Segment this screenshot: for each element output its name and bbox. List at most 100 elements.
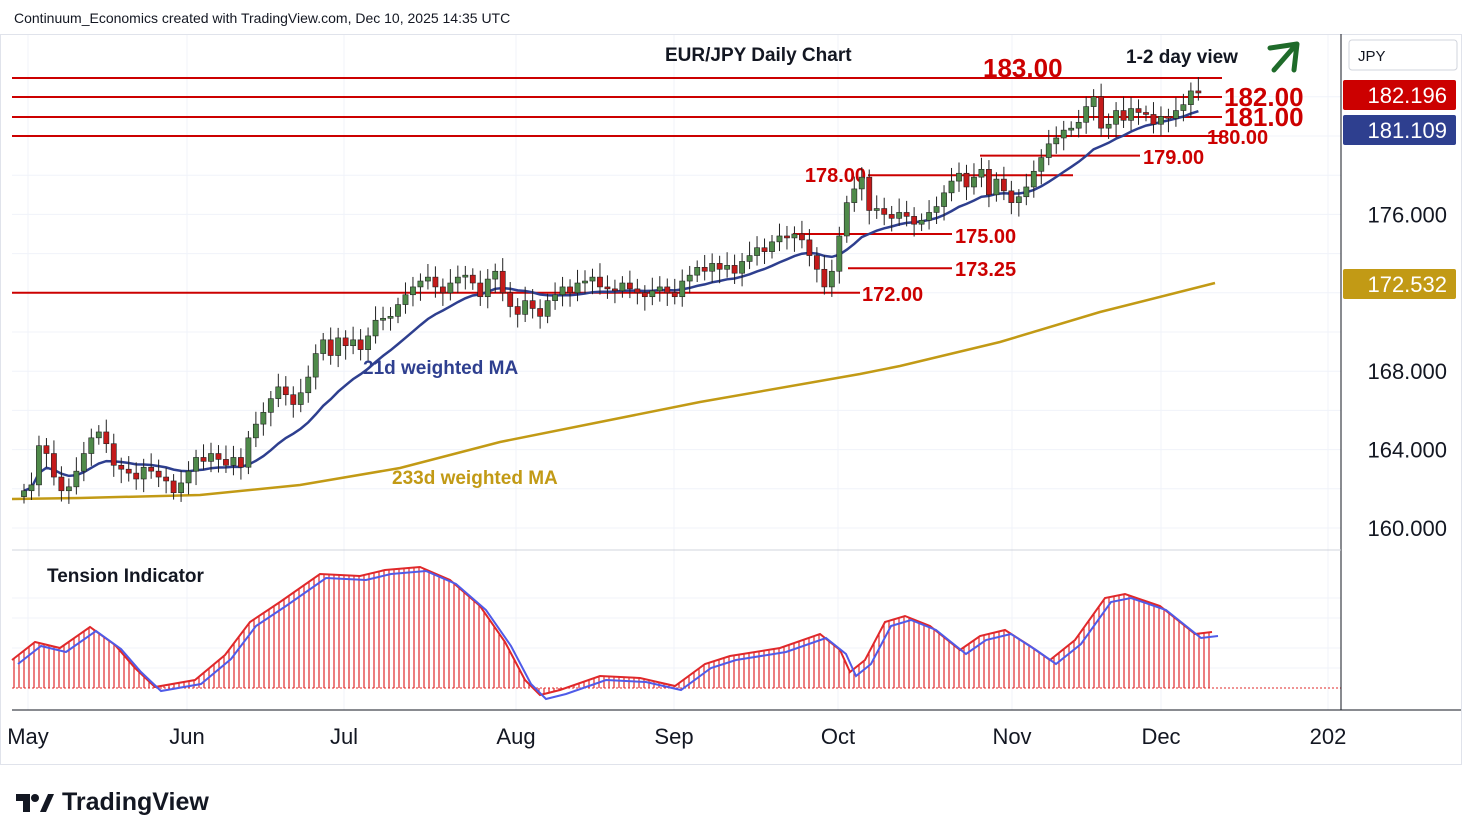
candle xyxy=(178,470,184,502)
candle-body xyxy=(701,267,708,272)
candle xyxy=(911,207,918,237)
candle xyxy=(342,330,349,360)
candle-body xyxy=(155,470,162,478)
candle xyxy=(1135,99,1142,125)
candle-body xyxy=(133,472,140,480)
annotations: EUR/JPY Daily Chart 1-2 day view 21d weigh… xyxy=(47,41,1300,587)
candle-body xyxy=(1098,96,1105,129)
candle-body xyxy=(873,208,880,211)
candle-body xyxy=(1060,129,1067,139)
candle-body xyxy=(641,292,648,298)
candle-body xyxy=(821,268,828,288)
candle xyxy=(439,278,446,306)
candle-body xyxy=(716,263,723,270)
candle xyxy=(754,236,760,266)
chart-title: EUR/JPY Daily Chart xyxy=(665,45,852,66)
candle-body xyxy=(312,353,319,378)
candle xyxy=(836,226,843,284)
candle-body xyxy=(103,431,110,445)
ma21-line xyxy=(23,110,1199,492)
candle-body xyxy=(148,466,155,472)
candle xyxy=(1030,160,1037,198)
candle xyxy=(948,167,955,202)
ma21-layer xyxy=(23,110,1199,492)
candle-body xyxy=(679,280,686,298)
candle xyxy=(978,157,985,188)
candle xyxy=(1180,93,1187,122)
candle-body xyxy=(372,319,379,337)
candle-body xyxy=(1083,106,1090,123)
candle xyxy=(851,176,858,212)
candle-body xyxy=(118,464,125,470)
candle xyxy=(297,378,304,413)
candle xyxy=(454,265,461,293)
candle-body xyxy=(193,457,199,472)
candle-body xyxy=(986,169,992,196)
tradingview-logo[interactable]: TradingView xyxy=(16,788,209,817)
candle-body xyxy=(686,274,693,282)
candle xyxy=(499,258,506,302)
candle-body xyxy=(739,261,745,274)
candle xyxy=(350,326,357,355)
arrow-head xyxy=(1267,41,1300,73)
x-tick-label: Jun xyxy=(169,724,204,749)
candle xyxy=(320,332,327,361)
candle xyxy=(387,307,394,331)
candle-body xyxy=(1165,116,1172,119)
candle-body xyxy=(484,278,491,298)
candle-body xyxy=(95,431,102,439)
candle-body xyxy=(357,339,364,350)
candle-body xyxy=(926,212,932,221)
candle-body xyxy=(1143,112,1149,115)
candle-body xyxy=(881,208,888,215)
candle-body xyxy=(110,443,117,466)
candle xyxy=(215,445,222,473)
candle-body xyxy=(851,188,858,203)
candle-body xyxy=(1158,116,1164,125)
candle-body xyxy=(656,286,663,292)
candle-body xyxy=(709,263,716,272)
y-tick-label: 164.000 xyxy=(1367,438,1447,463)
ma233-layer xyxy=(11,281,1216,501)
candle xyxy=(410,276,416,307)
candle xyxy=(529,289,536,319)
view-label: 1-2 day view xyxy=(1126,47,1238,68)
tension-title: Tension Indicator xyxy=(47,566,205,587)
candle xyxy=(709,253,716,283)
candle-body xyxy=(1128,108,1134,121)
y-tick-label: 160.000 xyxy=(1367,516,1447,541)
candle xyxy=(686,265,693,294)
candle xyxy=(185,461,192,495)
candle-body xyxy=(58,476,65,492)
candle xyxy=(58,466,65,502)
candle xyxy=(1023,173,1030,206)
candle xyxy=(1038,149,1045,185)
candle xyxy=(843,195,850,243)
candle-body xyxy=(567,286,573,294)
candle-body xyxy=(993,178,1000,196)
candle-body xyxy=(200,457,207,462)
candle xyxy=(118,457,125,484)
candle-body xyxy=(462,274,469,278)
candle xyxy=(1150,102,1157,134)
candle-body xyxy=(529,300,536,309)
candle xyxy=(1083,96,1090,134)
candle-body xyxy=(80,453,87,472)
candle-body xyxy=(88,437,95,454)
candle xyxy=(537,299,544,329)
candle-body xyxy=(978,169,985,178)
candle xyxy=(941,185,947,221)
candle xyxy=(589,268,596,295)
candle-body xyxy=(410,286,416,296)
candle-body xyxy=(799,233,805,241)
candle xyxy=(1098,83,1105,137)
candle xyxy=(1008,180,1015,215)
candle-body xyxy=(754,247,760,256)
candle xyxy=(761,238,768,264)
x-tick-label: Jul xyxy=(330,724,358,749)
candle-body xyxy=(43,445,50,454)
candle-body xyxy=(1038,157,1045,172)
level-label-179.00: 179.00 xyxy=(1143,147,1204,169)
candle xyxy=(88,428,95,466)
